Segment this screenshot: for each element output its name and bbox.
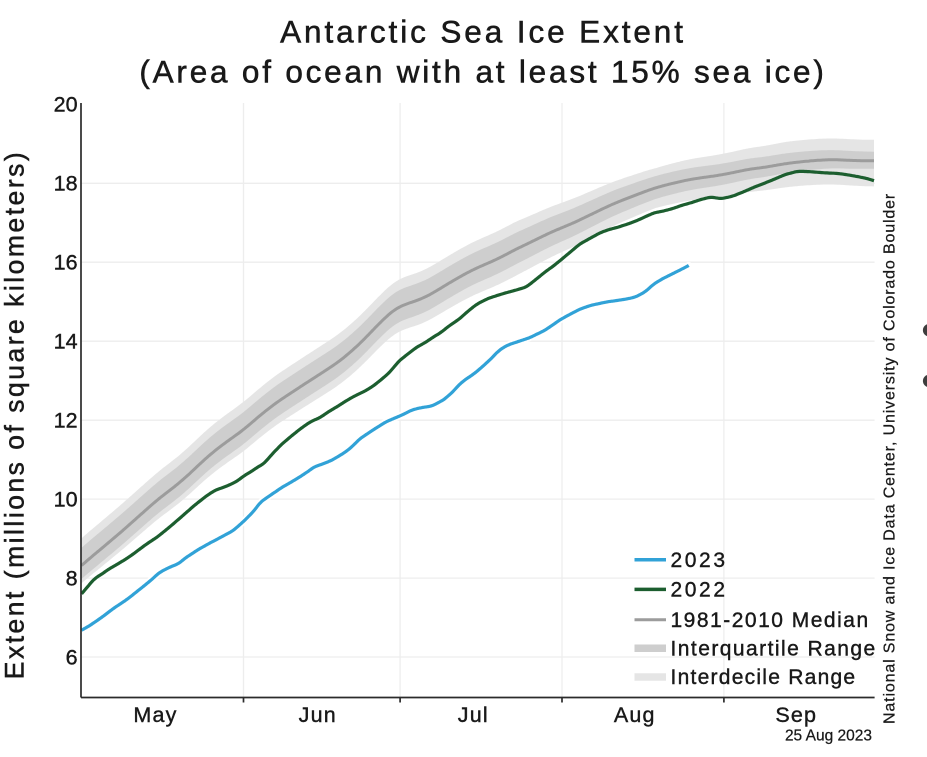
svg-text:14: 14 <box>54 330 78 354</box>
svg-text:National Snow and Ice Data Cen: National Snow and Ice Data Center, Unive… <box>882 193 899 724</box>
svg-text:Jun: Jun <box>299 703 337 727</box>
svg-text:May: May <box>133 703 177 727</box>
svg-text:12: 12 <box>54 409 78 433</box>
svg-text:16: 16 <box>54 251 78 275</box>
svg-text:20: 20 <box>54 93 78 117</box>
svg-text:18: 18 <box>54 172 78 196</box>
svg-text:Extent (millions of square kil: Extent (millions of square kilometers) <box>0 150 30 679</box>
svg-text:Interquartile Range: Interquartile Range <box>671 637 877 660</box>
svg-text:1981-2010 Median: 1981-2010 Median <box>671 609 870 632</box>
svg-text:10: 10 <box>54 487 78 511</box>
svg-text:Jul: Jul <box>458 703 489 727</box>
svg-text:Sep: Sep <box>775 703 817 727</box>
svg-text:Aug: Aug <box>614 703 656 727</box>
svg-text:Antarctic Sea Ice Extent: Antarctic Sea Ice Extent <box>280 14 686 50</box>
svg-text:8: 8 <box>66 566 78 590</box>
svg-text:6: 6 <box>66 645 78 669</box>
svg-text:25 Aug 2023: 25 Aug 2023 <box>785 728 872 745</box>
svg-text:(Area of ocean with at least 1: (Area of ocean with at least 15% sea ice… <box>139 54 826 90</box>
svg-text:2022: 2022 <box>671 579 728 602</box>
svg-text:2023: 2023 <box>671 549 728 572</box>
svg-text:Interdecile Range: Interdecile Range <box>671 666 857 689</box>
